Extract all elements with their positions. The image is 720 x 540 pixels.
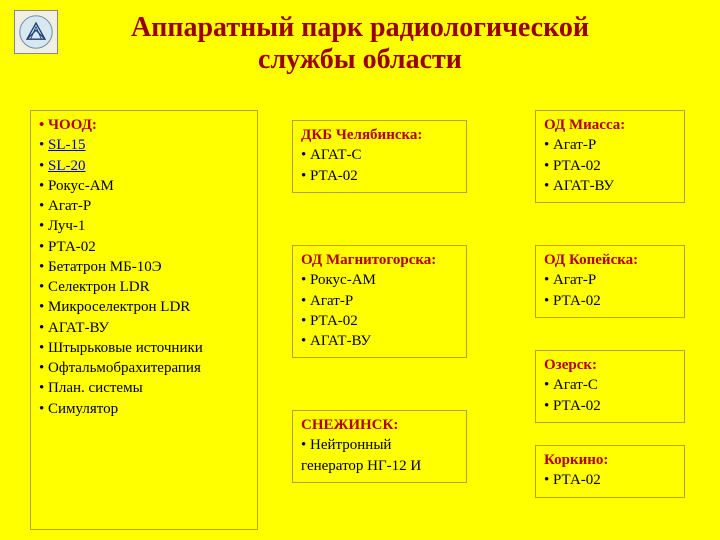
chood-item: Агат-Р: [39, 196, 249, 216]
box-ozersk: Озерск: Агат-С РТА-02: [535, 350, 685, 423]
chood-item: Микроселектрон LDR: [39, 297, 249, 317]
mag-item: Агат-Р: [301, 291, 458, 311]
content-area: ЧООД: SL-15 SL-20 Рокус-АМ Агат-Р Луч-1 …: [30, 110, 700, 530]
chood-link-sl15[interactable]: SL-15: [39, 135, 249, 155]
ozersk-header: Озерск:: [544, 355, 676, 375]
korkino-header: Коркино:: [544, 450, 676, 470]
box-chood: ЧООД: SL-15 SL-20 Рокус-АМ Агат-Р Луч-1 …: [30, 110, 258, 530]
miass-item: АГАТ-ВУ: [544, 176, 676, 196]
ozersk-item: Агат-С: [544, 375, 676, 395]
chood-item: План. системы: [39, 378, 249, 398]
snezh-item: Нейтронный: [301, 435, 458, 455]
snezh-item-cont: генератор НГ-12 И: [301, 456, 458, 476]
chood-item: Луч-1: [39, 216, 249, 236]
snezh-header: СНЕЖИНСК:: [301, 415, 458, 435]
chood-item: Рокус-АМ: [39, 176, 249, 196]
ozersk-item: РТА-02: [544, 396, 676, 416]
chood-link-sl20[interactable]: SL-20: [39, 156, 249, 176]
mag-header: ОД Магнитогорска:: [301, 250, 458, 270]
kopeysk-item: Агат-Р: [544, 270, 676, 290]
miass-header: ОД Миасса:: [544, 115, 676, 135]
miass-item: Агат-Р: [544, 135, 676, 155]
title-line-1: Аппаратный парк радиологической: [131, 12, 589, 43]
dkb-header: ДКБ Челябинска:: [301, 125, 458, 145]
chood-header: ЧООД:: [39, 115, 249, 135]
box-miass: ОД Миасса: Агат-Р РТА-02 АГАТ-ВУ: [535, 110, 685, 203]
dkb-item: АГАТ-С: [301, 145, 458, 165]
kopeysk-header: ОД Копейска:: [544, 250, 676, 270]
box-korkino: Коркино: РТА-02: [535, 445, 685, 498]
title-line-2: службы области: [258, 44, 462, 75]
chood-item: РТА-02: [39, 237, 249, 257]
chood-item: АГАТ-ВУ: [39, 318, 249, 338]
kopeysk-item: РТА-02: [544, 291, 676, 311]
box-dkb: ДКБ Челябинска: АГАТ-С РТА-02: [292, 120, 467, 193]
chood-item: Штырьковые источники: [39, 338, 249, 358]
mag-item: АГАТ-ВУ: [301, 331, 458, 351]
chood-item: Бетатрон МБ-10Э: [39, 257, 249, 277]
link-sl15[interactable]: SL-15: [48, 137, 86, 153]
chood-item: Офтальмобрахитерапия: [39, 358, 249, 378]
mag-item: РТА-02: [301, 311, 458, 331]
chood-item: Симулятор: [39, 399, 249, 419]
miass-item: РТА-02: [544, 156, 676, 176]
link-sl20[interactable]: SL-20: [48, 158, 86, 174]
dkb-item: РТА-02: [301, 166, 458, 186]
page-title: Аппаратный парк радиологической службы о…: [0, 0, 720, 76]
chood-item: Селектрон LDR: [39, 277, 249, 297]
mag-item: Рокус-АМ: [301, 270, 458, 290]
logo-icon: [14, 10, 58, 54]
box-magnitogorsk: ОД Магнитогорска: Рокус-АМ Агат-Р РТА-02…: [292, 245, 467, 358]
box-kopeysk: ОД Копейска: Агат-Р РТА-02: [535, 245, 685, 318]
korkino-item: РТА-02: [544, 470, 676, 490]
box-snezhinsk: СНЕЖИНСК: Нейтронный генератор НГ-12 И: [292, 410, 467, 483]
